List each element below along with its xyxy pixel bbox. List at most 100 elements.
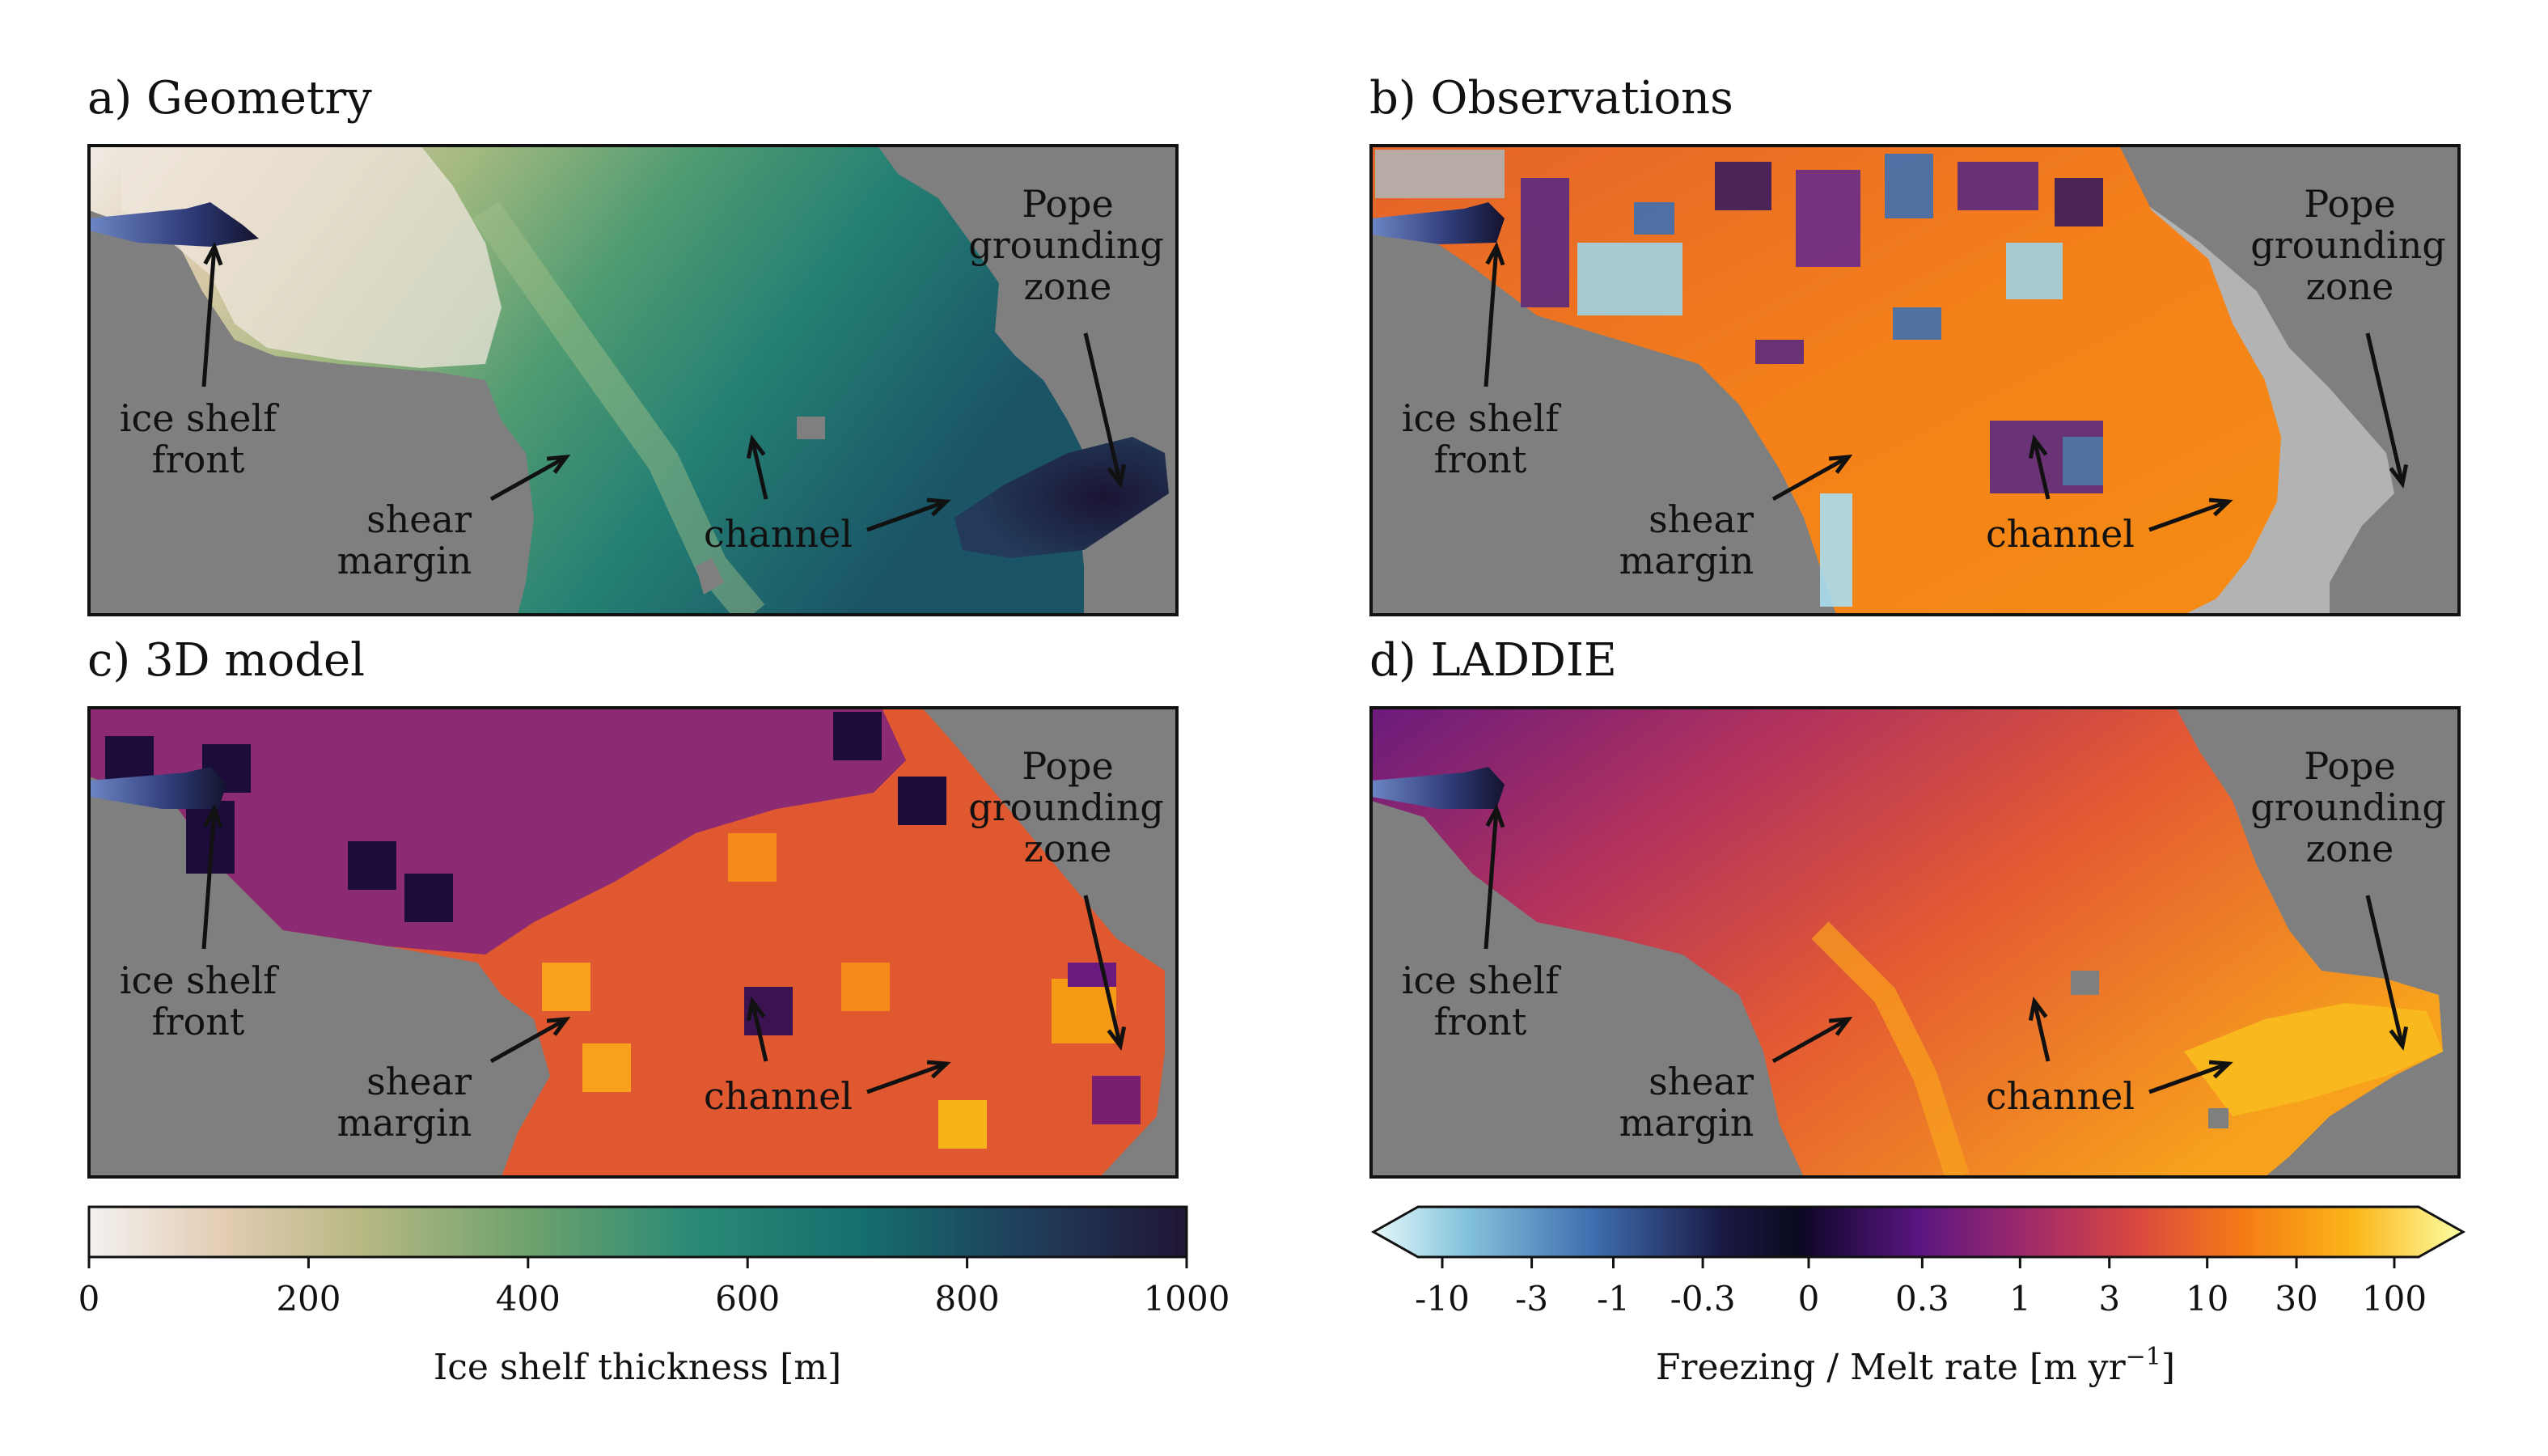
pope-grounding-zone-label: grounding xyxy=(2250,785,2446,829)
melt-colorbar-gradient xyxy=(1370,1205,2466,1259)
channel-arrow xyxy=(2148,497,2233,532)
pinning-point xyxy=(2208,1108,2228,1128)
ice-shelf-front-label: ice shelf xyxy=(120,959,279,1002)
melt-tick-label: 30 xyxy=(2275,1279,2317,1318)
melt-tick-label: -3 xyxy=(1515,1279,1548,1318)
pope-grounding-zone-label: Pope xyxy=(2304,744,2395,788)
pope-grounding-zone-melt xyxy=(2184,1003,2443,1116)
thickness-colorbar: 0 200 400 600 800 1000 Ice shelf thickness [m… xyxy=(78,1205,1230,1388)
shear-margin-label: shear xyxy=(366,1060,472,1103)
pinning-point xyxy=(2071,971,2099,995)
channel-arrow xyxy=(2148,1060,2233,1094)
channel-arrow xyxy=(746,434,768,500)
melt-tick-label: -0.3 xyxy=(1670,1279,1736,1318)
thickness-tick-label: 200 xyxy=(276,1279,341,1318)
pope-grounding-zone-arrow xyxy=(1083,895,1127,1051)
melt-colorbar-label: Freezing / Melt rate [m yr−1] xyxy=(1656,1343,2175,1388)
panel-b-title: b) Observations xyxy=(1369,72,1733,125)
panel-c-title: c) 3D model xyxy=(87,634,365,687)
pope-grounding-zone-label: zone xyxy=(2306,265,2394,308)
thickness-tick-label: 400 xyxy=(496,1279,561,1318)
panel-d-frame xyxy=(1369,706,2461,1179)
pope-grounding-zone-label: zone xyxy=(1024,827,1112,870)
shear-margin-label: margin xyxy=(1619,1101,1754,1145)
shear-margin-arrow xyxy=(489,1017,571,1064)
pope-grounding-zone-label: grounding xyxy=(2250,223,2446,267)
annotation-layer: ice shelffrontshearmarginchannelPopegrou… xyxy=(120,182,2446,1145)
thickness-colorbar-gradient xyxy=(87,1205,1188,1259)
shear-margin-label: shear xyxy=(1649,497,1754,541)
pope-grounding-zone-label: Pope xyxy=(1022,744,1113,788)
shear-margin-label: margin xyxy=(337,539,472,582)
ice-shelf-front-arrow xyxy=(1484,803,1505,950)
melt-tick-label: 3 xyxy=(2098,1279,2120,1318)
shear-margin-arrow xyxy=(1771,1017,1853,1064)
thickness-tick-label: 0 xyxy=(78,1279,100,1318)
melt-tick-label: 1 xyxy=(2009,1279,2031,1318)
ice-shelf-front-region xyxy=(89,202,259,247)
thickness-colorbar-ticks: 0 200 400 600 800 1000 xyxy=(78,1257,1230,1318)
channel-arrow xyxy=(2028,434,2051,500)
panel-c-frame xyxy=(87,706,1179,1179)
pope-grounding-zone-label: Pope xyxy=(2304,182,2395,226)
panel-a-title: a) Geometry xyxy=(87,72,372,125)
melt-label-main: Freezing / Melt rate [m yr xyxy=(1656,1347,2127,1388)
pope-grounding-zone-label: zone xyxy=(1024,265,1112,308)
ice-shelf-front-region xyxy=(1371,202,1505,244)
melt-label-end: ] xyxy=(2161,1347,2175,1388)
thin-ice-region xyxy=(121,146,502,368)
shear-margin-label: margin xyxy=(1619,539,1754,582)
ice-shelf-front-arrow xyxy=(201,803,223,950)
shear-margin-label: shear xyxy=(1649,1060,1754,1103)
channel-label: channel xyxy=(1986,512,2135,556)
ice-shelf-front-label: front xyxy=(152,438,245,481)
shear-margin-label: margin xyxy=(337,1101,472,1145)
thickness-tick-label: 600 xyxy=(715,1279,780,1318)
ice-shelf-front-label: ice shelf xyxy=(1402,396,1561,440)
shear-margin-arrow xyxy=(489,455,571,502)
ice-shelf-front-region xyxy=(1371,767,1505,809)
channel-arrow xyxy=(866,1060,951,1094)
ice-shelf-front-label: front xyxy=(152,1000,245,1043)
panel-b-map xyxy=(1371,146,2459,615)
melt-colorbar-ticks: -10 -3 -1 -0.3 0 0.3 1 3 10 30 100 xyxy=(1415,1257,2427,1318)
melt-tick-label: 0 xyxy=(1798,1279,1820,1318)
pope-grounding-zone-arrow xyxy=(2365,332,2409,489)
panel-a-frame xyxy=(87,144,1179,616)
ice-shelf-front-label: front xyxy=(1434,438,1527,481)
melt-colorbar: -10 -3 -1 -0.3 0 0.3 1 3 10 30 100 Freezing / Melt… xyxy=(1370,1205,2466,1388)
thickness-tick-label: 800 xyxy=(935,1279,1000,1318)
melt-tick-label: 0.3 xyxy=(1895,1279,1949,1318)
pope-grounding-zone-label: Pope xyxy=(1022,182,1113,226)
shear-margin-arrow xyxy=(1771,455,1853,502)
pope-grounding-zone-arrow xyxy=(2365,895,2409,1051)
thickness-tick-label: 1000 xyxy=(1144,1279,1230,1318)
pinning-point xyxy=(797,417,825,439)
pope-grounding-zone-label: zone xyxy=(2306,827,2394,870)
panel-d-title: d) LADDIE xyxy=(1369,634,1617,687)
panel-c-map xyxy=(89,708,1177,1177)
melt-tick-label: 100 xyxy=(2362,1279,2427,1318)
pope-grounding-zone-arrow xyxy=(1083,332,1127,489)
channel-label: channel xyxy=(704,512,853,556)
channel-arrow xyxy=(866,497,951,532)
pope-grounding-zone-label: grounding xyxy=(968,785,1164,829)
panel-a-map xyxy=(89,146,1177,615)
ice-shelf-front-label: ice shelf xyxy=(1402,959,1561,1002)
ice-shelf-front-arrow xyxy=(201,241,223,387)
panel-d-map xyxy=(1371,708,2459,1177)
shear-margin-label: shear xyxy=(366,497,472,541)
panel-b-frame xyxy=(1369,144,2461,616)
pinning-point xyxy=(696,558,724,595)
laddie-melt-field xyxy=(1371,708,2443,1177)
ice-shelf-front-label: front xyxy=(1434,1000,1527,1043)
pope-grounding-zone-label: grounding xyxy=(968,223,1164,267)
channel-arrow xyxy=(2028,997,2051,1062)
channel-label: channel xyxy=(704,1074,853,1118)
melt-tick-label: 10 xyxy=(2186,1279,2228,1318)
